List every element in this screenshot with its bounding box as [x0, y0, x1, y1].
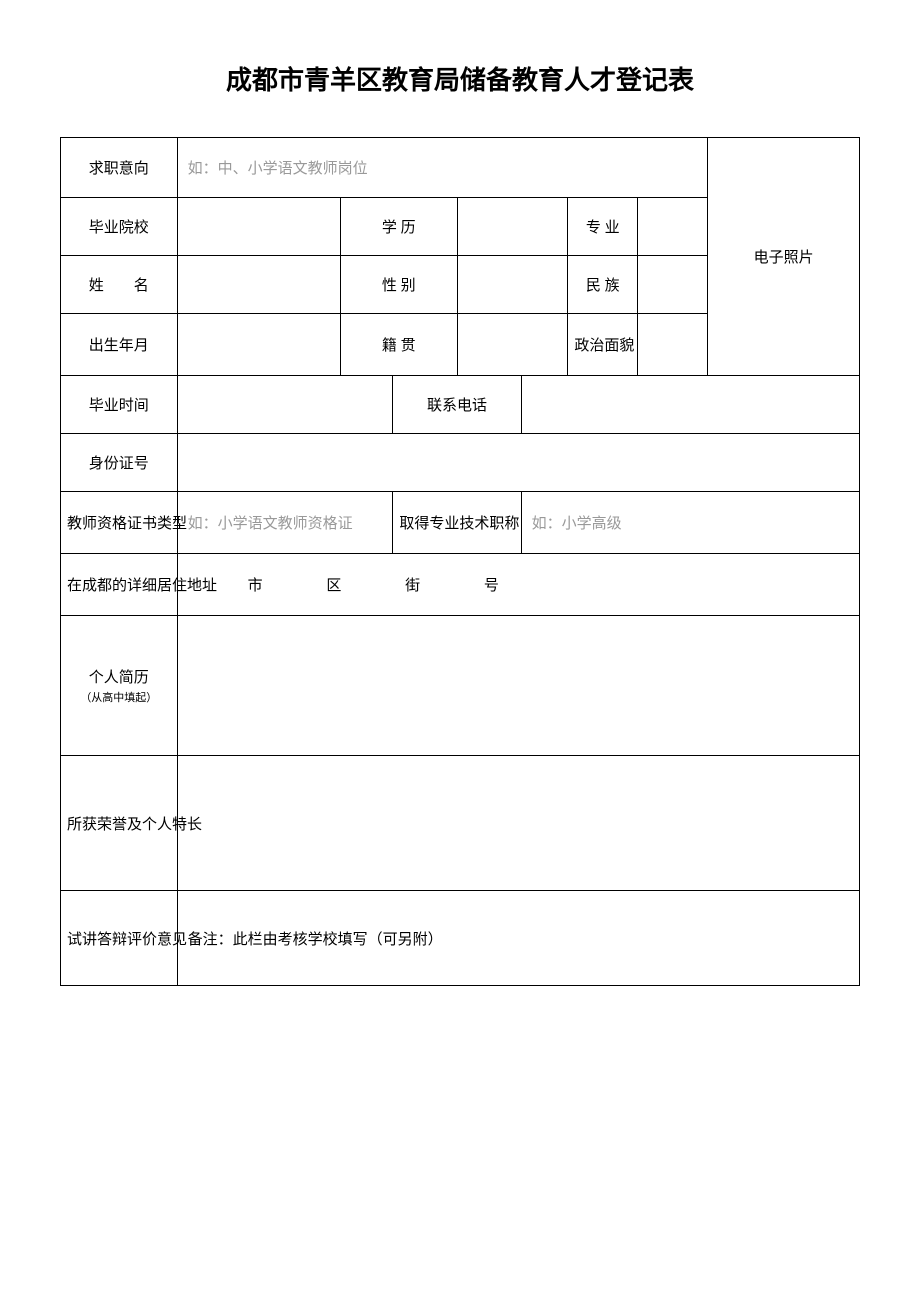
label-address: 在成都的详细居住地址 [61, 554, 178, 616]
label-birth: 出生年月 [61, 314, 178, 376]
field-job-intent[interactable]: 如：中、小学语文教师岗位 [177, 138, 708, 198]
field-native-place[interactable] [457, 314, 568, 376]
label-job-intent: 求职意向 [61, 138, 178, 198]
label-pro-title: 取得专业技术职称 [393, 492, 521, 554]
field-pro-title[interactable]: 如：小学高级 [521, 492, 859, 554]
label-opinion: 试讲答辩评价意见 [61, 891, 178, 986]
field-opinion: 备注：此栏由考核学校填写（可另附） [177, 891, 859, 986]
address-template: 市 区 街 号 [188, 578, 499, 594]
registration-form: 成都市青羊区教育局储备教育人才登记表 求职意向 如：中、小学语文教师岗位 电子照… [60, 60, 860, 986]
field-gender[interactable] [457, 256, 568, 314]
label-ethnicity: 民 族 [568, 256, 638, 314]
field-grad-time[interactable] [177, 376, 393, 434]
photo-cell[interactable]: 电子照片 [708, 138, 860, 376]
field-name[interactable] [177, 256, 340, 314]
form-title: 成都市青羊区教育局储备教育人才登记表 [60, 60, 860, 97]
label-grad-time: 毕业时间 [61, 376, 178, 434]
field-address[interactable]: 市 区 街 号 [177, 554, 859, 616]
label-resume: 个人简历 （从高中填起） [61, 616, 178, 756]
label-cert-type: 教师资格证书类型 [61, 492, 178, 554]
field-political[interactable] [638, 314, 708, 376]
label-education: 学 历 [340, 198, 457, 256]
field-education[interactable] [457, 198, 568, 256]
label-school: 毕业院校 [61, 198, 178, 256]
field-phone[interactable] [521, 376, 859, 434]
field-resume[interactable] [177, 616, 859, 756]
field-ethnicity[interactable] [638, 256, 708, 314]
field-school[interactable] [177, 198, 340, 256]
form-table: 求职意向 如：中、小学语文教师岗位 电子照片 毕业院校 学 历 专 业 姓 名 … [60, 137, 860, 986]
label-native-place: 籍 贯 [340, 314, 457, 376]
label-gender: 性 别 [340, 256, 457, 314]
field-honors[interactable] [177, 756, 859, 891]
field-major[interactable] [638, 198, 708, 256]
field-birth[interactable] [177, 314, 340, 376]
label-phone: 联系电话 [393, 376, 521, 434]
field-id-number[interactable] [177, 434, 859, 492]
label-political: 政治面貌 [568, 314, 638, 376]
label-id-number: 身份证号 [61, 434, 178, 492]
label-name: 姓 名 [61, 256, 178, 314]
field-cert-type[interactable]: 如：小学语文教师资格证 [177, 492, 393, 554]
label-major: 专 业 [568, 198, 638, 256]
label-honors: 所获荣誉及个人特长 [61, 756, 178, 891]
